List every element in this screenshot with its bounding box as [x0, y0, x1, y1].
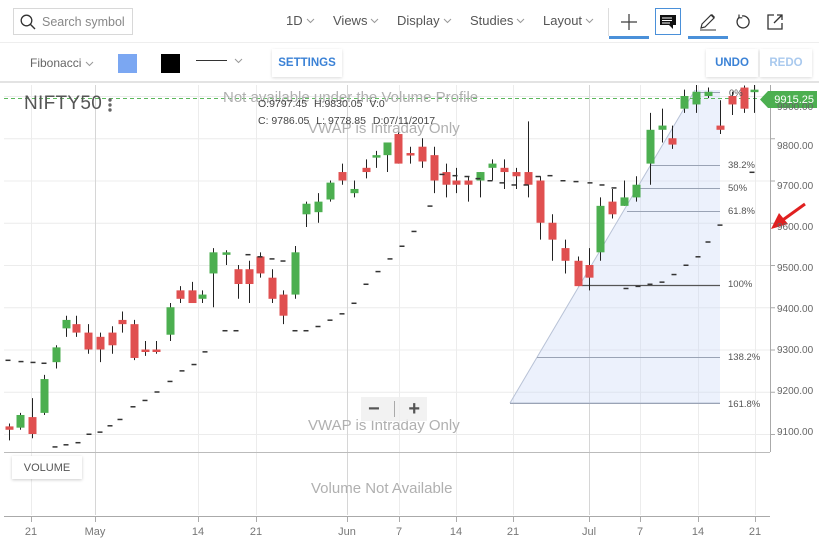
popout-icon — [767, 14, 783, 30]
x-axis-label: Jun — [338, 526, 356, 538]
redo-button[interactable]: REDO — [760, 49, 812, 77]
ohlc-high: H:9830.05 — [313, 98, 363, 110]
top-toolbar: 1D Views Display Studies Layout — [0, 0, 819, 43]
price-chart-canvas[interactable] — [0, 85, 819, 551]
fib-level-label: 138.2% — [728, 352, 761, 363]
chevron-down-icon — [443, 18, 451, 24]
x-axis-label: 21 — [748, 526, 762, 538]
popout-button[interactable] — [755, 7, 795, 37]
volume-profile-watermark: Not available under the Volume Profile — [223, 89, 479, 106]
menu-label: Display — [397, 13, 440, 28]
x-axis-label: 21 — [506, 526, 520, 538]
fib-level-label: 61.8% — [728, 206, 755, 217]
crosshair-button[interactable] — [609, 7, 649, 39]
more-options-icon[interactable] — [106, 97, 114, 113]
x-axis-label: 21 — [249, 526, 263, 538]
chevron-down-icon — [585, 18, 594, 24]
comment-icon — [660, 14, 676, 29]
y-axis-label: 9900.00 — [777, 102, 814, 113]
vwap-watermark-bottom: VWAP is Intraday Only — [308, 417, 460, 434]
menu-label: Views — [333, 13, 368, 28]
chart-symbol: NIFTY50 — [24, 93, 103, 114]
ohlc-volume: V:0 — [369, 98, 385, 110]
chevron-down-icon — [86, 61, 94, 66]
y-axis-label: 9800.00 — [777, 141, 814, 152]
fib-level-label: 38.2% — [728, 160, 755, 171]
x-axis-label: 7 — [636, 526, 644, 538]
menu-label: Layout — [543, 13, 583, 28]
x-axis-label: 14 — [691, 526, 705, 538]
symbol-search[interactable] — [13, 8, 133, 35]
y-axis-label: 9300.00 — [777, 345, 814, 356]
x-axis-label: Jul — [581, 526, 597, 538]
volume-button[interactable]: VOLUME — [12, 456, 82, 479]
reset-button[interactable] — [722, 7, 762, 37]
zoom-controls: − + — [361, 397, 427, 421]
volume-not-available: Volume Not Available — [311, 480, 453, 497]
toolbar-divider — [608, 8, 609, 36]
chevron-down-icon — [234, 58, 243, 64]
x-axis-label: 21 — [24, 526, 38, 538]
fib-level-label: 161.8% — [728, 399, 761, 410]
y-axis-label: 9500.00 — [777, 263, 814, 274]
line-style-select[interactable] — [196, 56, 243, 65]
x-axis-label: 7 — [395, 526, 403, 538]
ohlc-low: L: 9778.85 — [316, 115, 366, 127]
undo-button[interactable]: UNDO — [706, 49, 758, 77]
draw-button[interactable] — [688, 7, 728, 39]
chart-area[interactable]: NIFTY50 Not available under the Volume P… — [0, 85, 819, 551]
chevron-down-icon — [306, 18, 314, 24]
reset-icon — [736, 14, 750, 29]
settings-button[interactable]: SETTINGS — [272, 49, 342, 77]
y-axis-label: 9100.00 — [777, 427, 814, 438]
menu-display[interactable]: Display — [397, 13, 452, 28]
fill-color-swatch[interactable] — [118, 54, 137, 73]
vwap-watermark-top: VWAP is Intraday Only — [308, 120, 460, 137]
chevron-down-icon — [371, 18, 379, 24]
chevron-down-icon — [517, 18, 525, 24]
comment-button[interactable] — [655, 8, 681, 35]
ohlc-open: O:9797.45 — [258, 98, 308, 110]
drawing-toolbar: Fibonacci SETTINGS UNDO REDO — [0, 43, 819, 83]
menu-views[interactable]: Views — [333, 13, 379, 28]
menu-periodicity[interactable]: 1D — [286, 13, 315, 28]
crosshair-icon — [621, 14, 637, 30]
line-color-swatch[interactable] — [161, 54, 180, 73]
ohlc-close: C: 9786.05 — [258, 115, 310, 127]
ohlc-date: D:07/11/2017 — [372, 115, 436, 127]
y-axis-label: 9700.00 — [777, 181, 814, 192]
y-axis-label: 9600.00 — [777, 222, 814, 233]
y-axis-label: 9400.00 — [777, 304, 814, 315]
line-style-preview — [196, 60, 227, 61]
x-axis-label: May — [84, 526, 106, 538]
y-axis-label: 9200.00 — [777, 386, 814, 397]
menu-layout[interactable]: Layout — [543, 13, 594, 28]
zoom-out-button[interactable]: − — [367, 398, 380, 420]
ohlc-legend: O:9797.45 H:9830.05 V:0 C: 9786.05 L: 97… — [258, 96, 439, 130]
menu-studies[interactable]: Studies — [470, 13, 525, 28]
drawing-tool-select[interactable]: Fibonacci — [30, 56, 94, 70]
zoom-divider — [393, 401, 395, 417]
zoom-in-button[interactable]: + — [408, 398, 421, 420]
menu-label: Studies — [470, 13, 514, 28]
drawing-tool-label: Fibonacci — [30, 56, 82, 70]
search-icon — [20, 14, 36, 29]
x-axis-label: 14 — [191, 526, 205, 538]
menu-label: 1D — [286, 13, 303, 28]
fib-level-label: 50% — [728, 183, 748, 194]
x-axis-label: 14 — [449, 526, 463, 538]
fib-level-label: 100% — [728, 279, 753, 290]
fib-level-label: 0% — [729, 88, 743, 99]
current-price-tag: 9915.25 — [760, 91, 817, 108]
search-input[interactable] — [42, 14, 130, 29]
draw-pencil-icon — [700, 14, 716, 31]
